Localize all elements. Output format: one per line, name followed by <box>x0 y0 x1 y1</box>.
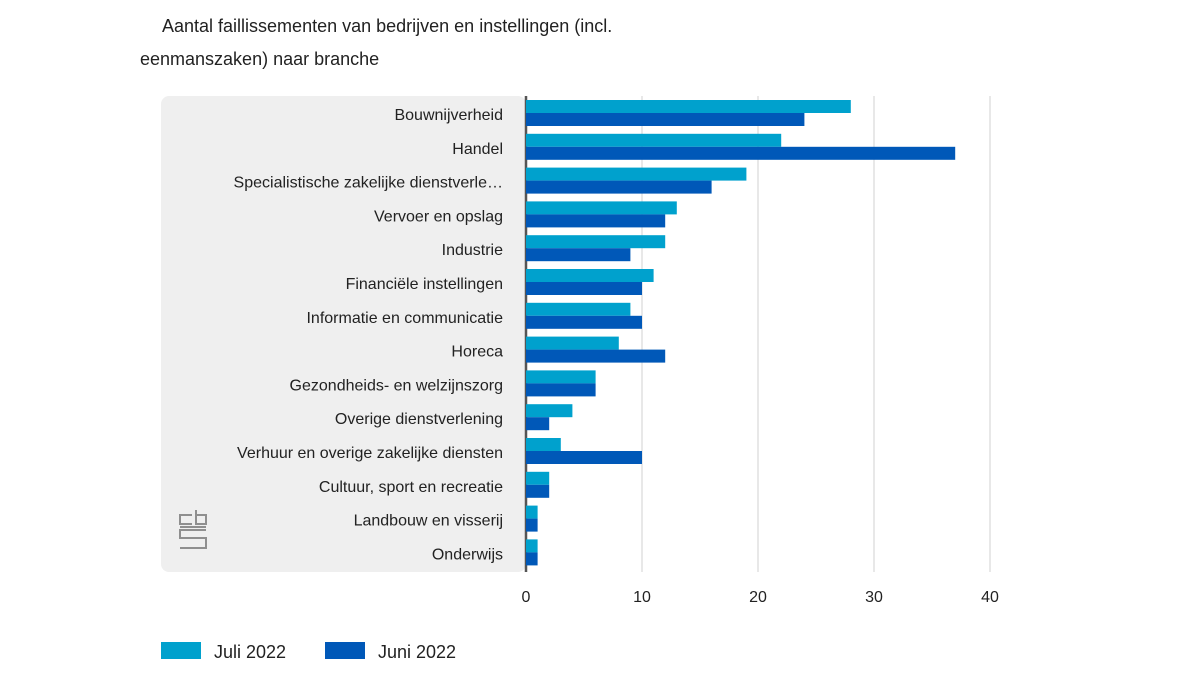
x-axis-ticks: 0 10 20 30 40 <box>522 589 999 606</box>
legend-label: Juni 2022 <box>378 642 456 662</box>
bar-juli <box>526 133 782 147</box>
bar-juli <box>526 235 666 249</box>
bar-juni <box>526 146 956 160</box>
bar-juni <box>526 383 596 397</box>
bar-juni <box>526 484 550 498</box>
bar-juli <box>526 539 538 553</box>
x-tick-label: 40 <box>981 589 999 606</box>
bar-juni <box>526 417 550 431</box>
cbs-logo-icon <box>179 510 207 549</box>
legend-swatch <box>161 642 201 659</box>
category-label: Informatie en communicatie <box>306 310 503 327</box>
bar-juni <box>526 282 642 295</box>
category-label: Cultuur, sport en recreatie <box>319 479 503 496</box>
bar-juli <box>526 505 538 519</box>
legend-swatch <box>325 642 365 659</box>
category-label: Financiële instellingen <box>346 276 503 293</box>
category-label: Landbouw en visserij <box>354 513 503 530</box>
x-tick-label: 20 <box>749 589 767 606</box>
x-tick-label: 0 <box>522 589 531 606</box>
category-label: Specialistische zakelijke dienstverle… <box>234 175 503 192</box>
bar-juli <box>526 404 573 418</box>
bar-juni <box>526 248 631 262</box>
bar-juli <box>526 167 747 181</box>
chart-title-line2: eenmanszaken) naar branche <box>140 49 380 69</box>
category-label: Vervoer en opslag <box>374 208 503 225</box>
label-panel <box>161 96 526 572</box>
bar-juni <box>526 451 642 464</box>
bar-juli <box>526 269 654 282</box>
category-label: Onderwijs <box>432 546 503 563</box>
legend: Juli 2022 Juni 2022 <box>161 642 456 662</box>
category-label: Bouwnijverheid <box>394 107 503 124</box>
x-tick-label: 10 <box>633 589 651 606</box>
bars <box>526 100 956 566</box>
bar-juli <box>526 201 677 215</box>
bar-juni <box>526 214 666 228</box>
gridlines <box>524 96 991 572</box>
bar-juni <box>526 180 712 194</box>
legend-label: Juli 2022 <box>214 642 286 662</box>
category-label: Industrie <box>442 242 503 259</box>
chart-title: Aantal faillissementen van bedrijven en … <box>140 10 700 76</box>
category-label: Overige dienstverlening <box>335 411 503 428</box>
bar-juni <box>526 113 805 126</box>
chart-title-line1: Aantal faillissementen van bedrijven en … <box>162 16 613 36</box>
category-label: Horeca <box>451 344 503 361</box>
bar-juni <box>526 349 666 363</box>
bar-juli <box>526 471 550 485</box>
category-label: Verhuur en overige zakelijke diensten <box>237 445 503 462</box>
bar-juni <box>526 552 538 566</box>
bar-juli <box>526 302 631 316</box>
bar-juni <box>526 315 642 329</box>
bar-juli <box>526 438 561 451</box>
bar-juli <box>526 100 851 113</box>
bar-juni <box>526 518 538 532</box>
category-label: Handel <box>452 141 503 158</box>
category-label: Gezondheids- en welzijnszorg <box>290 377 503 394</box>
category-labels: Bouwnijverheid Handel Specialistische zake… <box>234 107 504 563</box>
bar-juli <box>526 336 619 350</box>
x-tick-label: 30 <box>865 589 883 606</box>
bar-juli <box>526 370 596 384</box>
